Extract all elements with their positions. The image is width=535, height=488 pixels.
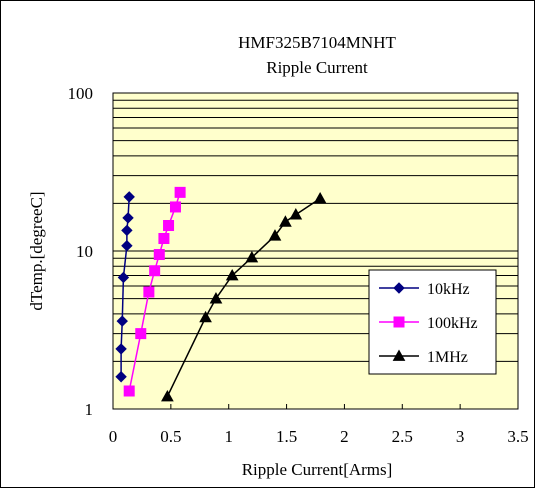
y-tick-label: 10 [76, 242, 93, 261]
chart-subtitle: Ripple Current [266, 58, 368, 77]
legend-item: 100kHz [379, 315, 478, 332]
series-10kHz [115, 191, 135, 383]
series-100kHz [123, 186, 186, 397]
x-tick-label: 3 [456, 427, 465, 446]
legend: 10kHz 100kHz 1MHz [368, 269, 497, 375]
data-point-diamond [121, 240, 133, 252]
x-tick-label: 2 [340, 427, 349, 446]
x-tick-label: 1.5 [276, 427, 297, 446]
data-point-square [163, 220, 175, 232]
data-point-triangle [392, 349, 406, 361]
data-point-square [149, 265, 161, 277]
data-point-triangle [279, 215, 292, 227]
data-point-square [135, 328, 147, 340]
data-point-square [169, 201, 181, 213]
x-tick-label: 1 [224, 427, 233, 446]
data-point-triangle [289, 208, 303, 220]
x-tick-label: 0.5 [160, 427, 181, 446]
data-point-square [393, 316, 405, 328]
legend-label: 100kHz [427, 315, 478, 332]
data-point-triangle [313, 191, 327, 204]
data-point-diamond [116, 315, 128, 327]
x-tick-label: 2.5 [392, 427, 413, 446]
legend-item: 1MHz [379, 349, 468, 366]
y-axis-label: dTemp.[degreeC] [27, 191, 46, 310]
data-point-diamond [115, 371, 127, 383]
data-point-square [143, 286, 155, 298]
legend-item: 10kHz [379, 281, 470, 298]
data-point-diamond [122, 212, 134, 224]
legend-label: 1MHz [427, 349, 468, 366]
x-axis-label: Ripple Current[Arms] [242, 460, 393, 479]
data-point-triangle [245, 250, 259, 263]
data-point-triangle [209, 292, 223, 304]
y-tick-label: 100 [68, 84, 94, 103]
legend-label: 10kHz [427, 281, 470, 298]
data-point-triangle [268, 229, 282, 241]
series-layer [115, 186, 327, 402]
data-point-diamond [121, 224, 133, 237]
x-tick-label: 0 [109, 427, 118, 446]
chart-title: HMF325B7104MNHT [238, 33, 396, 52]
x-tick-label: 3.5 [507, 427, 528, 446]
series-1MHz [161, 191, 327, 402]
data-point-square [123, 385, 135, 397]
data-point-square [153, 249, 165, 261]
data-point-square [158, 232, 170, 244]
plot-border [112, 92, 519, 410]
data-point-diamond [117, 271, 130, 284]
data-point-square [174, 186, 186, 198]
data-point-triangle [225, 268, 239, 281]
data-point-triangle [161, 389, 174, 402]
ticks: 0 0.5 1 1.5 2 2.5 3 3.5 1 10 100 [68, 84, 529, 446]
data-point-diamond [393, 282, 405, 294]
y-tick-label: 1 [85, 400, 94, 419]
data-point-triangle [199, 310, 212, 323]
data-point-diamond [115, 343, 127, 355]
data-point-diamond [123, 191, 135, 203]
